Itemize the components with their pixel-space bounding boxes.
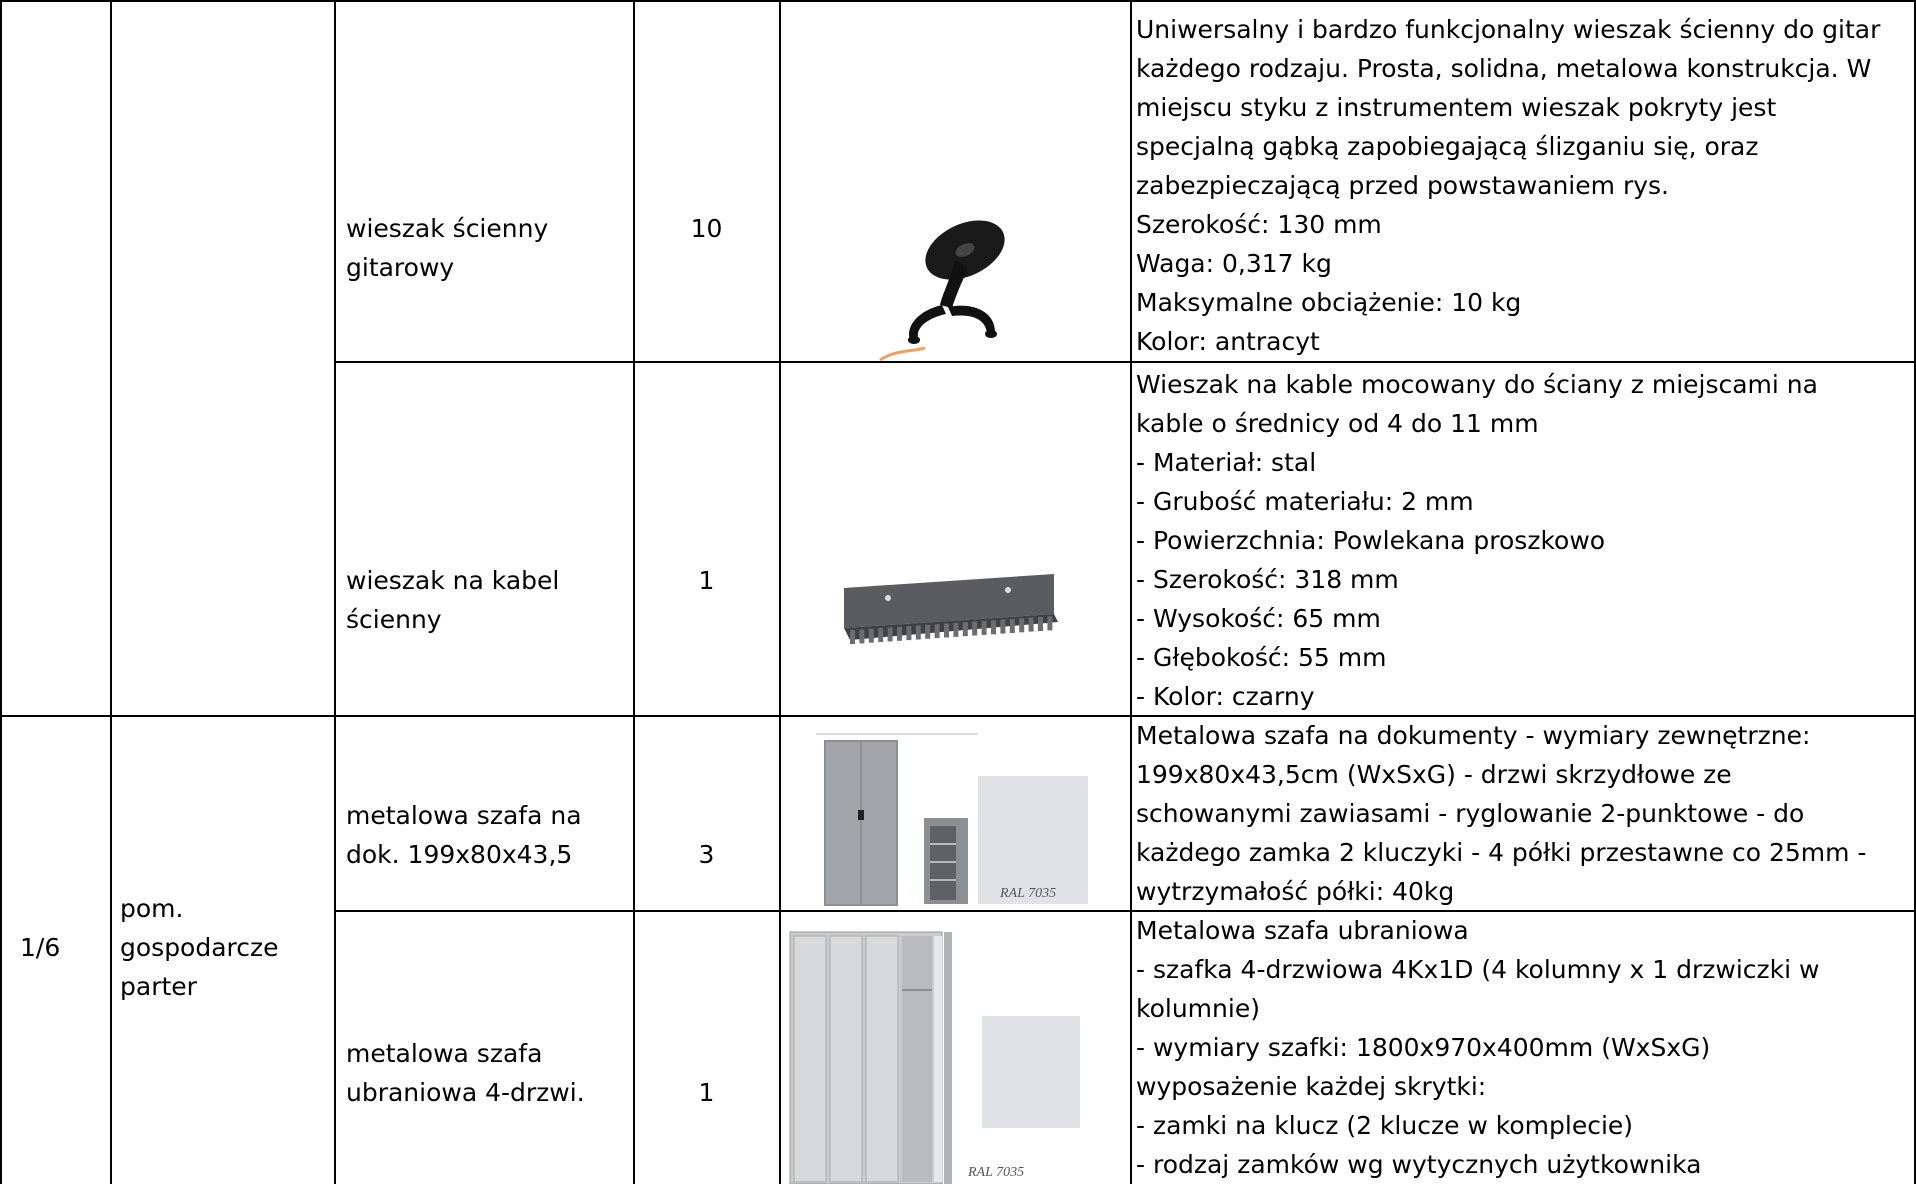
description-line: kolumnie) [1136, 994, 1260, 1023]
description-line: miejscu styku z instrumentem wieszak pok… [1136, 93, 1777, 122]
row-divider [0, 715, 1916, 717]
room-name: pom. gospodarcze parter [120, 889, 330, 1006]
description-line: wyposażenie każdej skrytki: [1136, 1072, 1487, 1101]
description-line: - Kolor: czarny [1136, 682, 1315, 711]
item-quantity-text: 10 [690, 214, 723, 243]
item-name-line: metalowa szafa [346, 1039, 543, 1068]
ral-caption: RAL 7035 [1000, 886, 1057, 901]
description-line: Maksymalne obciążenie: 10 kg [1136, 288, 1522, 317]
item-name-line: metalowa szafa na [346, 801, 582, 830]
description-line: wytrzymałość półki: 40kg [1136, 877, 1455, 906]
item-quantity-text: 3 [698, 840, 715, 869]
description-line: - wymiary szafki: 1800x970x400mm (WxSxG) [1136, 1033, 1711, 1062]
description-line: 199x80x43,5cm (WxSxG) - drzwi skrzydłowe… [1136, 760, 1732, 789]
item-name: wieszak na kabel ścienny [346, 561, 626, 639]
item-name: metalowa szafa na dok. 199x80x43,5 [346, 796, 626, 874]
item-name-line: wieszak ścienny [346, 214, 549, 243]
description-line: Uniwersalny i bardzo funkcjonalny wiesza… [1136, 15, 1881, 44]
item-description: Metalowa szafa ubraniowa - szafka 4-drzw… [1136, 911, 1820, 1184]
description-line: - Głębokość: 55 mm [1136, 643, 1387, 672]
item-name: metalowa szafa ubraniowa 4-drzwi. [346, 1034, 626, 1112]
item-name-line: ubraniowa 4-drzwi. [346, 1078, 585, 1107]
description-line: specjalną gąbką zapobiegającą ślizganiu … [1136, 132, 1759, 161]
column-divider [1130, 0, 1132, 1184]
table-border-top [0, 0, 1916, 2]
item-name-line: dok. 199x80x43,5 [346, 840, 573, 869]
description-line: każdego rodzaju. Prosta, solidna, metalo… [1136, 54, 1872, 83]
item-quantity-text: 1 [698, 1078, 715, 1107]
row-divider [334, 910, 1916, 912]
description-line: schowanymi zawiasami - ryglowanie 2-punk… [1136, 799, 1805, 828]
item-description: Uniwersalny i bardzo funkcjonalny wiesza… [1136, 10, 1880, 361]
room-line: pom. [120, 894, 184, 923]
description-line: Wieszak na kable mocowany do ściany z mi… [1136, 370, 1818, 399]
ral-caption: RAL 7035 [968, 1165, 1025, 1180]
description-line: Szerokość: 130 mm [1136, 210, 1382, 239]
description-line: zabezpieczającą przed powstawaniem rys. [1136, 171, 1669, 200]
description-line: Waga: 0,317 kg [1136, 249, 1332, 278]
item-quantity: 3 [636, 835, 777, 874]
description-line: - Szerokość: 318 mm [1136, 565, 1399, 594]
room-line: parter [120, 972, 197, 1001]
item-description: Metalowa szafa na dokumenty - wymiary ze… [1136, 716, 1866, 911]
row-number: 1/6 [20, 928, 100, 967]
description-line: Metalowa szafa na dokumenty - wymiary ze… [1136, 721, 1811, 750]
color-swatch-caption: RAL 7035 [1000, 885, 1080, 903]
item-description: Wieszak na kable mocowany do ściany z mi… [1136, 365, 1818, 716]
cable-hanger-image [840, 570, 1060, 654]
description-line: - Materiał: stal [1136, 448, 1317, 477]
column-divider [334, 0, 336, 1184]
description-line: Metalowa szafa ubraniowa [1136, 916, 1469, 945]
column-divider [633, 0, 635, 1184]
description-line: - Wysokość: 65 mm [1136, 604, 1381, 633]
document-cabinet-image: h [812, 730, 1092, 914]
item-name-line: ścienny [346, 605, 442, 634]
description-line: - rodzaj zamków wg wytycznych użytkownik… [1136, 1150, 1702, 1179]
clothes-locker-image [786, 930, 1086, 1188]
row-number-text: 1/6 [20, 933, 61, 962]
description-line: każdego zamka 2 kluczyki - 4 półki przes… [1136, 838, 1867, 867]
description-line: Kolor: antracyt [1136, 327, 1320, 356]
description-line: - szafka 4-drzwiowa 4Kx1D (4 kolumny x 1… [1136, 955, 1820, 984]
column-divider [110, 0, 112, 1184]
description-line: - Powierzchnia: Powlekana proszkowo [1136, 526, 1606, 555]
description-line: - zamki na klucz (2 klucze w komplecie) [1136, 1111, 1634, 1140]
column-divider [779, 0, 781, 1184]
table-border-right [1914, 0, 1916, 1184]
item-name-line: wieszak na kabel [346, 566, 560, 595]
description-line: - Grubość materiału: 2 mm [1136, 487, 1474, 516]
color-swatch-caption: RAL 7035 [968, 1164, 1048, 1182]
item-name-line: gitarowy [346, 253, 455, 282]
row-divider [334, 361, 1916, 363]
item-quantity-text: 1 [698, 566, 715, 595]
room-line: gospodarcze [120, 933, 279, 962]
item-name: wieszak ścienny gitarowy [346, 209, 626, 287]
guitar-hanger-image [870, 210, 1040, 374]
item-quantity: 1 [636, 561, 777, 600]
item-quantity: 1 [636, 1073, 777, 1112]
description-line: kable o średnicy od 4 do 11 mm [1136, 409, 1539, 438]
table-border-left [0, 0, 2, 1184]
item-quantity: 10 [636, 209, 777, 248]
